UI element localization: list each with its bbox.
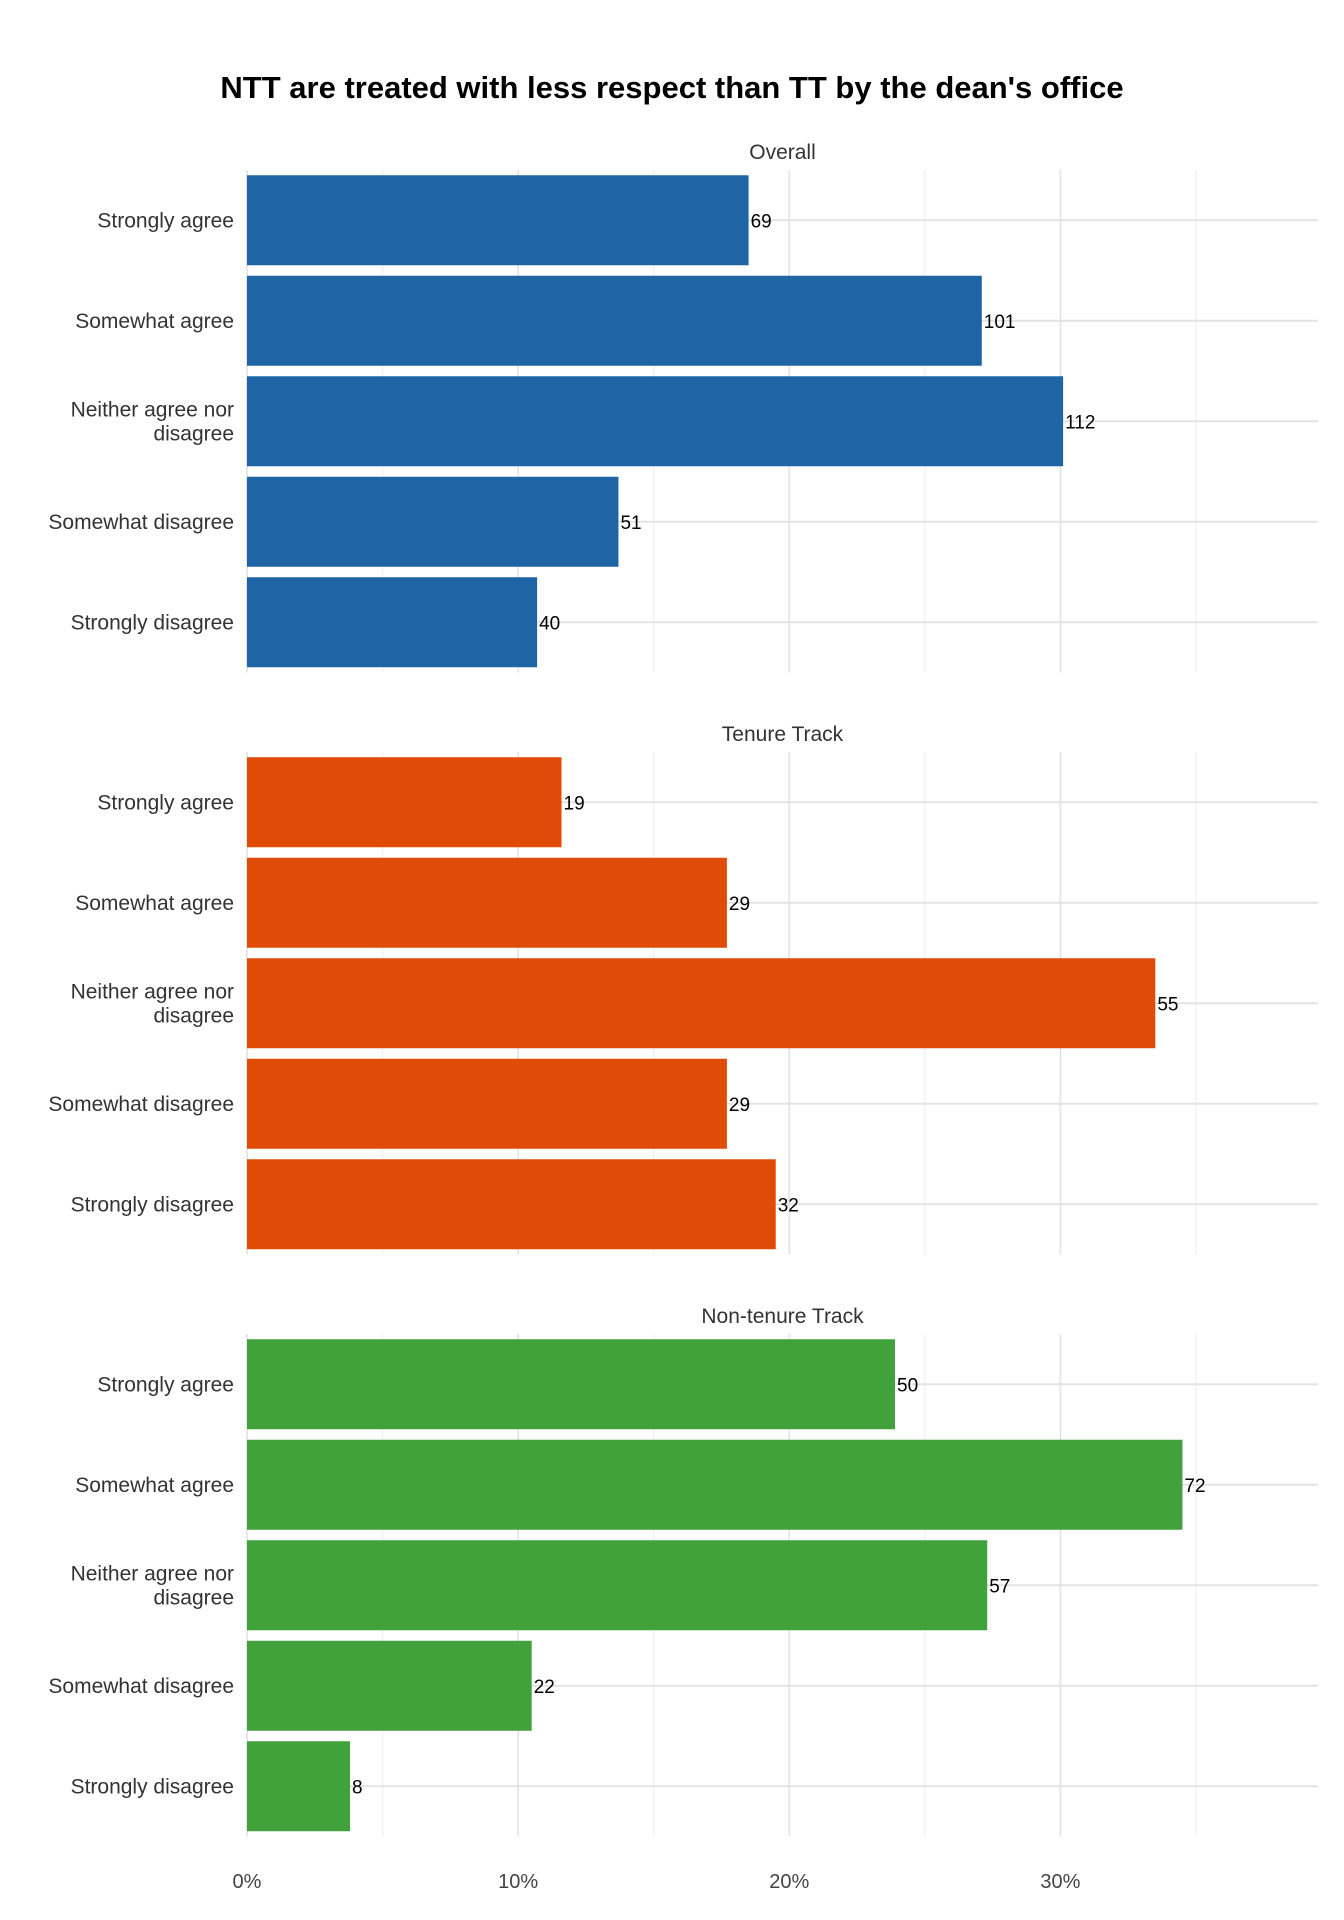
bar xyxy=(247,376,1064,467)
category-label: Neither agree nor disagree xyxy=(71,1562,234,1609)
category-label: Strongly agree xyxy=(97,791,234,814)
category-label: Somewhat disagree xyxy=(48,1093,234,1116)
x-tick-label: 30% xyxy=(1040,1871,1080,1893)
x-tick-label: 20% xyxy=(769,1871,809,1893)
bar xyxy=(247,958,1156,1049)
data-label: 19 xyxy=(564,793,585,814)
panel-title: Tenure Track xyxy=(722,723,844,746)
chart-title: NTT are treated with less respect than T… xyxy=(220,70,1124,105)
bar xyxy=(247,577,538,668)
category-label: Strongly agree xyxy=(97,209,234,232)
category-label: Somewhat agree xyxy=(75,892,234,915)
data-label: 72 xyxy=(1184,1476,1205,1497)
panel-title: Non-tenure Track xyxy=(701,1305,864,1328)
data-label: 40 xyxy=(539,613,560,634)
bar xyxy=(247,757,562,848)
data-label: 29 xyxy=(729,1095,750,1116)
data-label: 112 xyxy=(1065,412,1095,433)
data-label: 55 xyxy=(1157,994,1178,1015)
bar xyxy=(247,1159,776,1250)
category-label: Somewhat disagree xyxy=(48,1675,234,1698)
bar xyxy=(247,175,749,266)
bar xyxy=(247,1058,727,1149)
bar xyxy=(247,1640,532,1731)
category-label: Strongly disagree xyxy=(71,1193,234,1216)
x-tick-label: 0% xyxy=(233,1871,262,1893)
data-label: 22 xyxy=(534,1677,555,1698)
data-label: 50 xyxy=(897,1375,918,1396)
data-label: 32 xyxy=(778,1195,799,1216)
x-tick-label: 10% xyxy=(498,1871,538,1893)
category-label: Somewhat disagree xyxy=(48,511,234,534)
bar xyxy=(247,275,982,366)
data-label: 57 xyxy=(989,1576,1010,1597)
bar xyxy=(247,1439,1183,1530)
data-label: 101 xyxy=(984,312,1016,333)
category-label: Neither agree nor disagree xyxy=(71,980,234,1027)
category-label: Neither agree nor disagree xyxy=(71,398,234,445)
data-label: 51 xyxy=(620,513,641,534)
bar xyxy=(247,1741,351,1832)
category-label: Somewhat agree xyxy=(75,1474,234,1497)
category-label: Strongly disagree xyxy=(71,1775,234,1798)
bar xyxy=(247,1339,896,1430)
bar xyxy=(247,1540,988,1631)
bar xyxy=(247,476,619,567)
category-label: Strongly agree xyxy=(97,1373,234,1396)
bar xyxy=(247,857,727,948)
data-label: 29 xyxy=(729,894,750,915)
panel-title: Overall xyxy=(749,141,816,164)
data-label: 69 xyxy=(751,211,772,232)
category-label: Somewhat agree xyxy=(75,310,234,333)
category-label: Strongly disagree xyxy=(71,611,234,634)
data-label: 8 xyxy=(352,1777,363,1798)
